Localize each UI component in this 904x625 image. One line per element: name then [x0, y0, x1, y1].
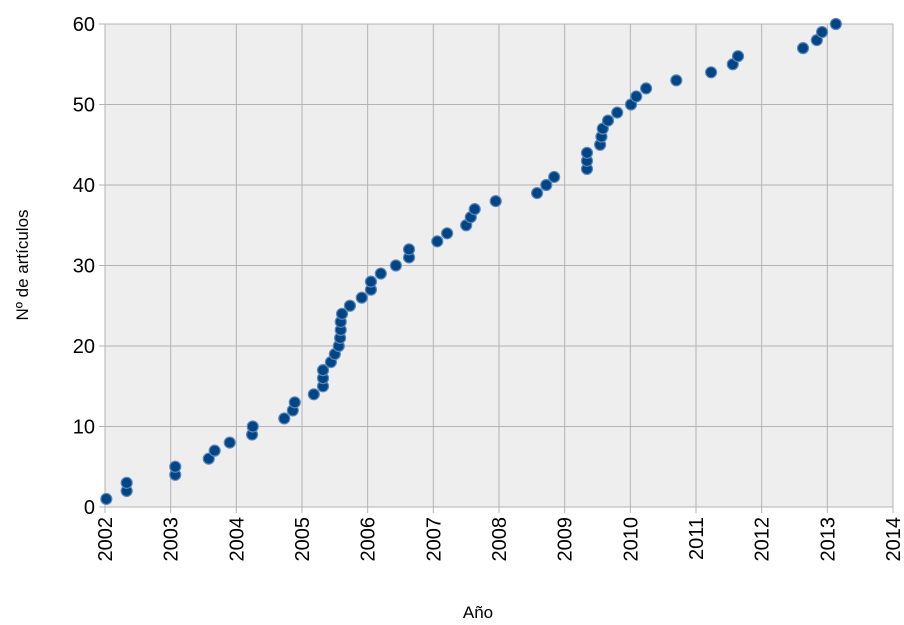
- point: [402, 243, 416, 256]
- point: [223, 436, 236, 449]
- point: [540, 178, 553, 192]
- x-tick-label: 2005: [292, 517, 314, 562]
- point: [278, 412, 291, 425]
- x-tick-label: 2003: [161, 517, 183, 562]
- point: [431, 235, 444, 248]
- y-axis-label: Nº de artículos: [13, 209, 32, 320]
- point: [489, 195, 502, 208]
- y-tick-label: 50: [73, 95, 95, 117]
- x-tick-label: 2013: [817, 517, 839, 562]
- point: [548, 170, 561, 184]
- point: [246, 420, 259, 433]
- point: [441, 227, 454, 240]
- point: [343, 299, 357, 312]
- point: [639, 82, 653, 95]
- point: [611, 106, 624, 119]
- point: [630, 90, 643, 103]
- point: [601, 114, 615, 127]
- point: [796, 42, 810, 55]
- point: [815, 25, 829, 39]
- point: [670, 74, 683, 87]
- x-tick-label: 2002: [95, 517, 117, 562]
- y-tick-label: 20: [73, 336, 95, 358]
- point: [288, 396, 301, 409]
- y-tick-label: 0: [84, 497, 95, 519]
- point: [335, 307, 349, 320]
- x-tick-label: 2006: [358, 517, 380, 562]
- point: [202, 452, 215, 465]
- y-tick-label: 40: [73, 175, 95, 197]
- point: [374, 267, 387, 280]
- point: [307, 388, 320, 401]
- x-tick-label: 2010: [620, 517, 642, 562]
- point: [355, 291, 368, 304]
- x-tick-label: 2007: [423, 517, 445, 562]
- y-tick-label: 30: [73, 256, 95, 278]
- y-tick-label: 60: [73, 14, 95, 36]
- point: [530, 186, 544, 200]
- point: [705, 66, 718, 79]
- point: [829, 17, 842, 31]
- x-tick-label: 2009: [555, 517, 577, 562]
- point: [389, 259, 403, 272]
- point: [364, 275, 378, 288]
- x-tick-label: 2004: [226, 517, 248, 562]
- x-tick-label: 2012: [752, 517, 774, 562]
- point: [169, 460, 182, 473]
- point: [580, 146, 594, 159]
- point: [731, 50, 745, 63]
- point: [100, 492, 113, 506]
- point: [468, 203, 481, 216]
- x-tick-label: 2011: [686, 517, 708, 560]
- point: [316, 364, 330, 377]
- x-axis-label: Año: [463, 603, 493, 622]
- point: [120, 476, 133, 489]
- x-tick-label: 2014: [883, 517, 904, 562]
- point: [208, 444, 221, 457]
- y-tick-label: 10: [73, 417, 95, 439]
- x-tick-label: 2008: [489, 517, 511, 562]
